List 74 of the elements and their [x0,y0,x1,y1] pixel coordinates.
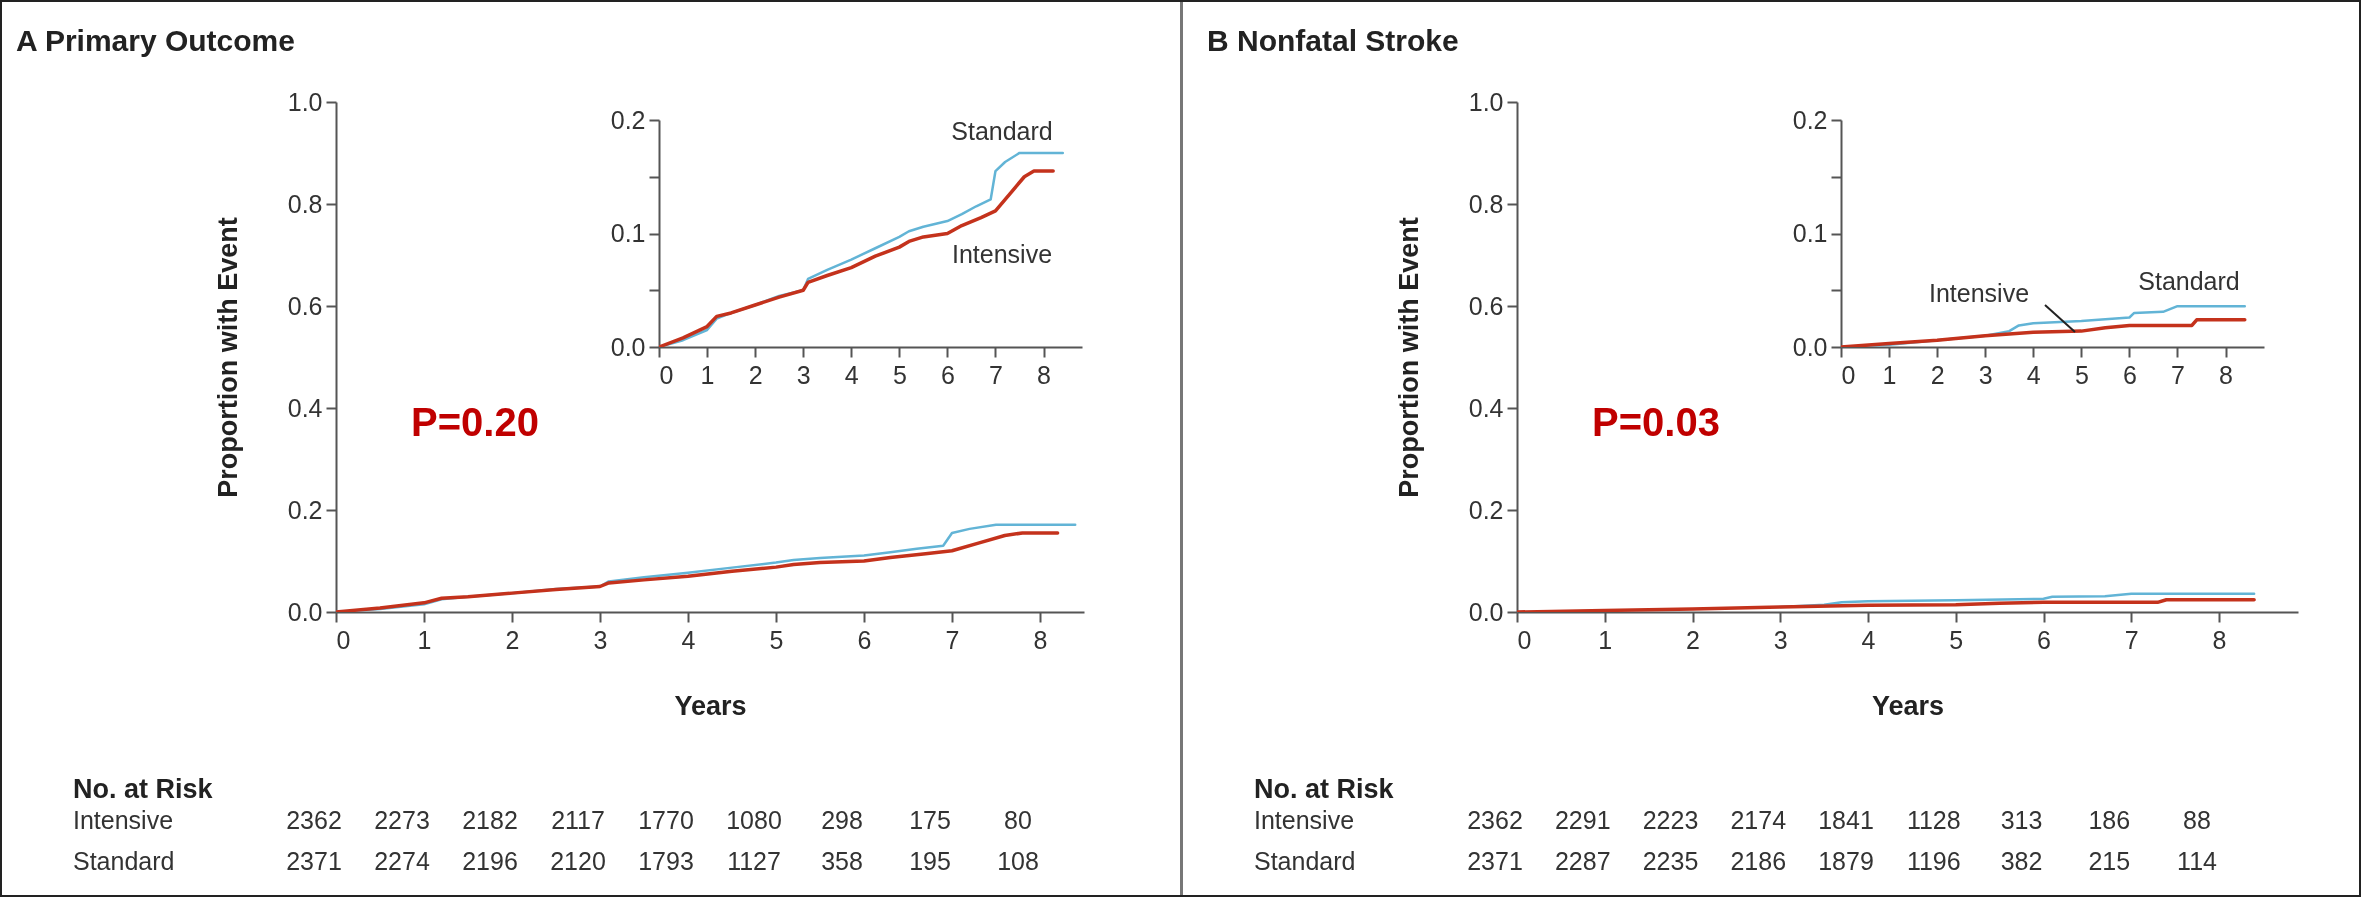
chart-title: B Nonfatal Stroke [1207,24,1459,58]
y-tick-label: 0.1 [1792,219,1828,247]
annotation: P=0.20 [411,400,539,444]
series-label: Intensive [951,240,1053,268]
y-axis-title: Proportion with Event [212,217,243,498]
y-axis-title: Proportion with Event [1393,217,1424,498]
x-tick-label: 4 [2026,360,2041,389]
x-tick-label: 8 [2219,360,2233,389]
y-tick-label: 0.6 [287,291,323,320]
x-tick-label: 2 [1686,625,1700,654]
x-axis-title: Years [1871,690,1945,721]
text: Intensive 2362 2291 2223 2174 1841 1128 313 186 88 [1254,806,2211,834]
y-tick-label: 0.1 [610,219,646,247]
x-tick-label: 7 [2171,360,2185,389]
text: Standard 2371 2287 2235 2186 1879 1196 382 215 114 [1254,847,2217,875]
x-tick-label: 4 [1861,625,1876,654]
y-tick-label: 0.4 [1468,393,1504,422]
y-tick-label: 0.0 [610,332,646,361]
x-tick-label: 4 [681,625,696,654]
line-series [1841,318,2247,347]
x-tick-label: 1 [417,625,432,654]
y-tick-label: 0.0 [1792,332,1828,361]
x-tick-label: 2 [1930,360,1945,389]
x-tick-label: 0 [1841,360,1856,389]
x-tick-label: 3 [1978,360,1993,389]
x-tick-label: 8 [1033,625,1048,654]
line-series [1517,598,2256,612]
x-tick-label: 2 [748,360,763,389]
y-tick-label: 0.8 [287,189,323,218]
x-tick-label: 8 [2212,625,2227,654]
y-tick-label: 0.0 [1468,597,1504,626]
x-tick-label: 7 [989,360,1003,389]
x-tick-label: 3 [796,360,811,389]
y-tick-label: 1.0 [287,87,323,116]
x-tick-label: 5 [892,360,907,389]
y-tick-label: 1.0 [1468,87,1504,116]
y-tick-label: 0.2 [610,105,646,134]
y-tick-label: 0.4 [287,393,323,422]
text: No. at Risk [1254,774,1395,804]
x-tick-label: 6 [857,625,872,654]
x-axis-title: Years [674,690,747,721]
x-tick-label: 6 [940,360,955,389]
text: Standard 2371 2274 2196 2120 1793 1127 358 195 108 [73,847,1039,875]
chart-title: A Primary Outcome [16,24,295,58]
text: Intensive 2362 2273 2182 2117 1770 1080 298 175 80 [73,806,1032,834]
x-tick-label: 2 [505,625,520,654]
x-tick-label: 8 [1037,360,1051,389]
x-tick-label: 5 [769,625,784,654]
series-label: Intensive [1928,279,2030,307]
x-tick-label: 6 [2037,625,2051,654]
x-tick-label: 4 [844,360,859,389]
x-tick-label: 6 [2122,360,2137,389]
annotation: P=0.03 [1592,400,1720,444]
y-tick-label: 0.6 [1468,291,1504,320]
y-tick-label: 0.2 [1468,495,1504,524]
x-tick-label: 0 [659,360,674,389]
text: No. at Risk [73,774,214,804]
y-tick-label: 0.8 [1468,189,1504,218]
x-tick-label: 1 [1598,625,1613,654]
y-tick-label: 0.2 [287,495,323,524]
x-tick-label: 5 [1949,625,1964,654]
series-label: Standard [951,117,1053,145]
x-tick-label: 1 [700,360,715,389]
x-tick-label: 3 [593,625,608,654]
x-tick-label: 7 [945,625,960,654]
x-tick-label: 1 [1882,360,1897,389]
y-tick-label: 0.2 [1792,105,1828,134]
x-tick-label: 0 [1517,625,1532,654]
y-tick-label: 0.0 [287,597,323,626]
series-label: Standard [2138,267,2240,295]
x-tick-label: 3 [1773,625,1788,654]
x-tick-label: 7 [2124,625,2139,654]
x-tick-label: 5 [2074,360,2089,389]
x-tick-label: 0 [336,625,351,654]
